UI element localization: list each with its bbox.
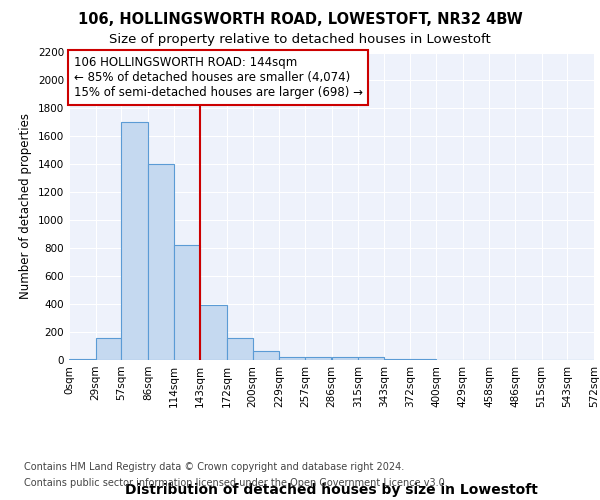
Bar xyxy=(121,122,148,360)
Bar xyxy=(173,246,200,360)
Bar xyxy=(305,357,331,360)
Text: Contains public sector information licensed under the Open Government Licence v3: Contains public sector information licen… xyxy=(24,478,448,488)
Bar xyxy=(69,358,95,360)
Text: 106 HOLLINGSWORTH ROAD: 144sqm
← 85% of detached houses are smaller (4,074)
15% : 106 HOLLINGSWORTH ROAD: 144sqm ← 85% of … xyxy=(74,56,362,99)
Bar xyxy=(253,351,279,360)
Bar xyxy=(227,338,253,360)
Bar xyxy=(410,358,436,360)
X-axis label: Distribution of detached houses by size in Lowestoft: Distribution of detached houses by size … xyxy=(125,484,538,498)
Bar xyxy=(148,164,173,360)
Bar xyxy=(384,358,410,360)
Text: Size of property relative to detached houses in Lowestoft: Size of property relative to detached ho… xyxy=(109,32,491,46)
Bar xyxy=(200,306,227,360)
Y-axis label: Number of detached properties: Number of detached properties xyxy=(19,114,32,299)
Bar xyxy=(95,338,121,360)
Bar xyxy=(331,356,358,360)
Text: Contains HM Land Registry data © Crown copyright and database right 2024.: Contains HM Land Registry data © Crown c… xyxy=(24,462,404,472)
Bar xyxy=(279,356,305,360)
Text: 106, HOLLINGSWORTH ROAD, LOWESTOFT, NR32 4BW: 106, HOLLINGSWORTH ROAD, LOWESTOFT, NR32… xyxy=(77,12,523,28)
Bar xyxy=(358,357,384,360)
